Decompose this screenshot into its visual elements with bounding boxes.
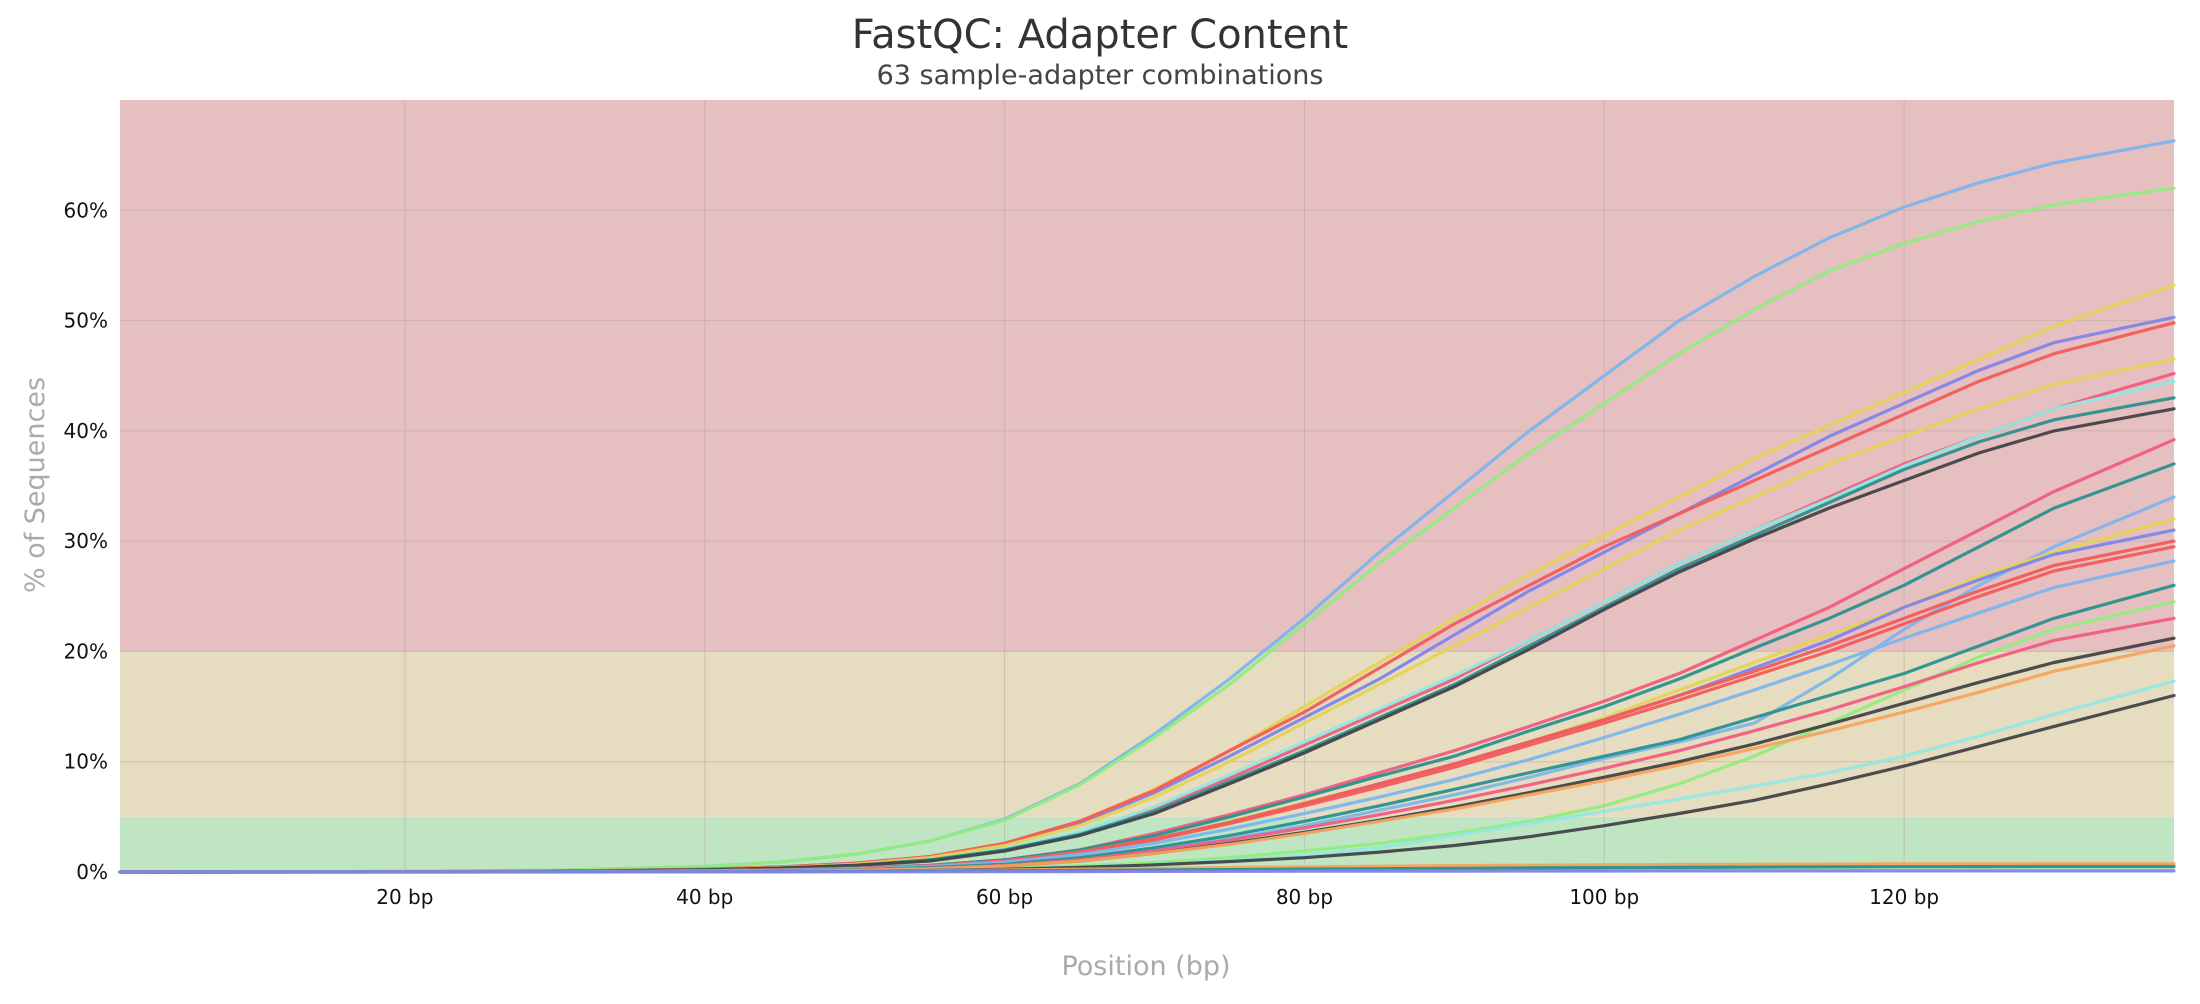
- series-line-2: [118, 186, 2176, 874]
- x-axis-label: Position (bp): [1061, 951, 1230, 982]
- y-tick-label: 0%: [76, 860, 108, 884]
- chart-subtitle: 63 sample-adapter combinations: [877, 60, 1324, 91]
- y-axis-ticks: 0% 10% 20% 30% 40% 50% 60%: [64, 198, 108, 884]
- y-tick-label: 20%: [64, 639, 108, 663]
- x-tick-label: 100 bp: [1569, 885, 1639, 909]
- y-axis-label: % of Sequences: [20, 377, 51, 593]
- x-tick-label: 80 bp: [1276, 885, 1333, 909]
- y-tick-label: 30%: [64, 529, 108, 553]
- y-tick-label: 40%: [64, 419, 108, 443]
- chart-title: FastQC: Adapter Content: [852, 12, 1348, 58]
- x-tick-label: 40 bp: [676, 885, 733, 909]
- series-line-28: [118, 869, 2176, 874]
- y-tick-label: 60%: [64, 198, 108, 222]
- x-tick-label: 60 bp: [976, 885, 1033, 909]
- y-tick-label: 50%: [64, 309, 108, 333]
- y-tick-label: 10%: [64, 750, 108, 774]
- series-lines: [118, 139, 2176, 874]
- x-tick-label: 120 bp: [1869, 885, 1939, 909]
- x-tick-label: 20 bp: [376, 885, 433, 909]
- x-axis-ticks: 20 bp 40 bp 60 bp 80 bp 100 bp 120 bp: [376, 885, 1939, 909]
- plot-band-2: [120, 100, 2174, 652]
- grid-lines: [120, 100, 2174, 873]
